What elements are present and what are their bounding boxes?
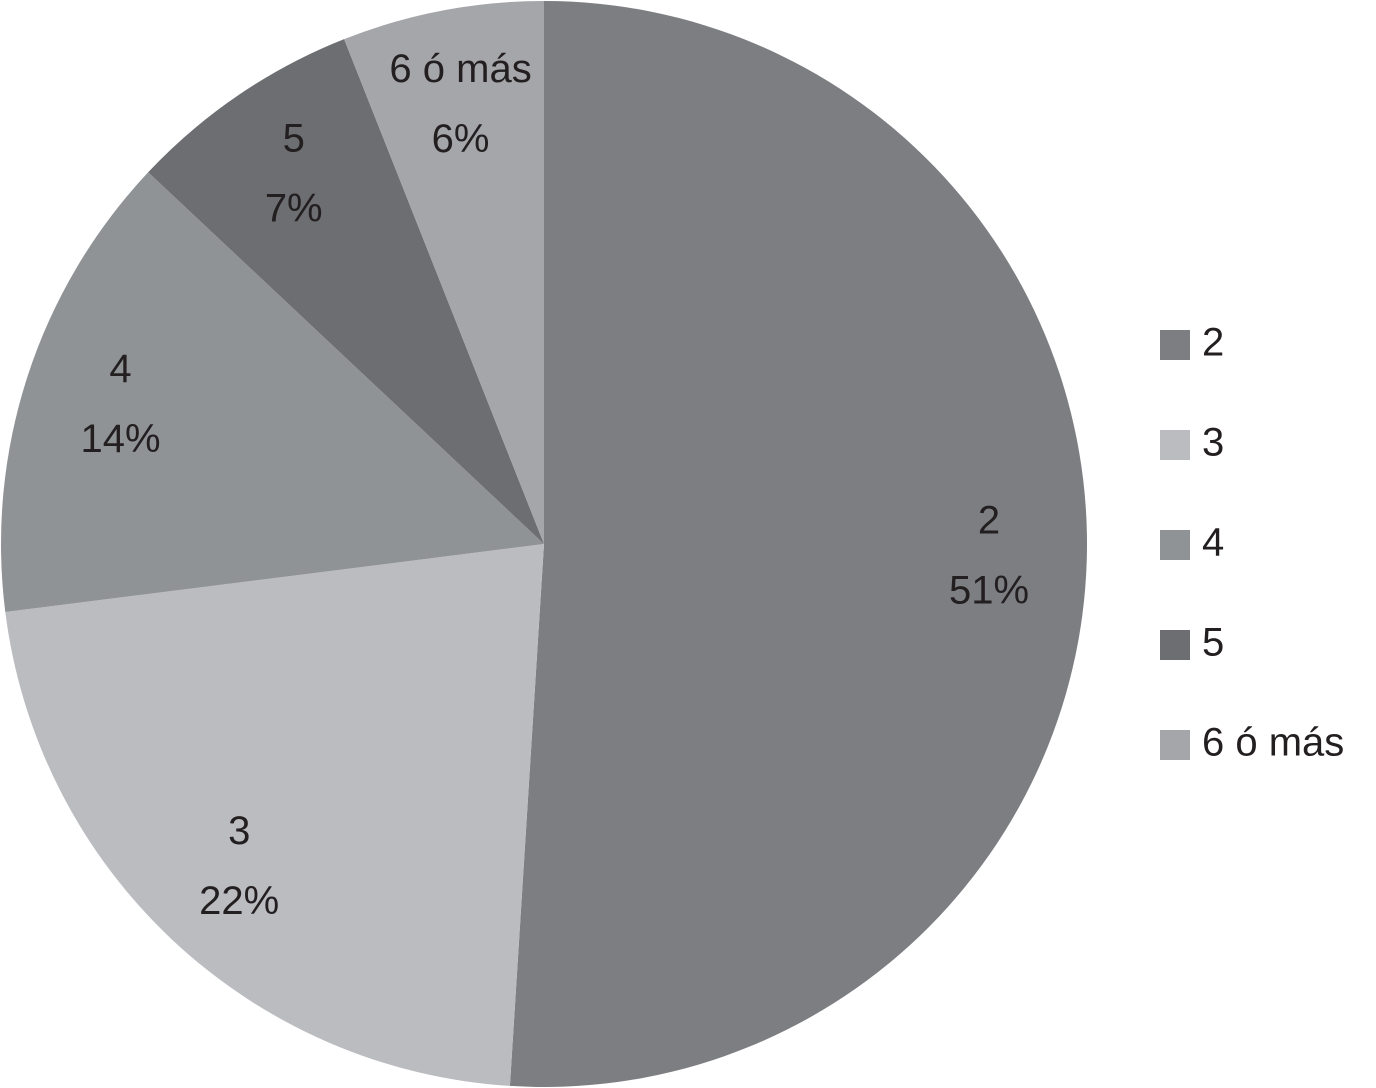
pie-slice [0, 172, 544, 613]
legend-swatch [1160, 630, 1190, 660]
pie-slice [5, 544, 544, 1086]
slice-label: 4 [109, 347, 131, 391]
legend-label: 4 [1202, 521, 1224, 565]
legend-swatch [1160, 430, 1190, 460]
slice-value-label: 7% [265, 186, 323, 230]
legend-swatch [1160, 530, 1190, 560]
pie-slice [148, 39, 544, 544]
legend-label: 3 [1202, 421, 1224, 465]
slice-value-label: 22% [199, 879, 279, 923]
slice-value-label: 14% [81, 417, 161, 461]
legend-swatch [1160, 730, 1190, 760]
legend-label: 2 [1202, 321, 1224, 365]
legend-swatch [1160, 330, 1190, 360]
slice-label: 3 [228, 809, 250, 853]
legend-label: 5 [1202, 621, 1224, 665]
slice-value-label: 51% [949, 569, 1029, 613]
legend-label: 6 ó más [1202, 721, 1344, 765]
pie-slice [344, 1, 544, 544]
slice-label: 6 ó más [389, 47, 531, 91]
pie-slice [509, 1, 1088, 1087]
slice-value-label: 6% [432, 117, 490, 161]
slice-label: 2 [978, 499, 1000, 543]
slice-label: 5 [283, 116, 305, 160]
